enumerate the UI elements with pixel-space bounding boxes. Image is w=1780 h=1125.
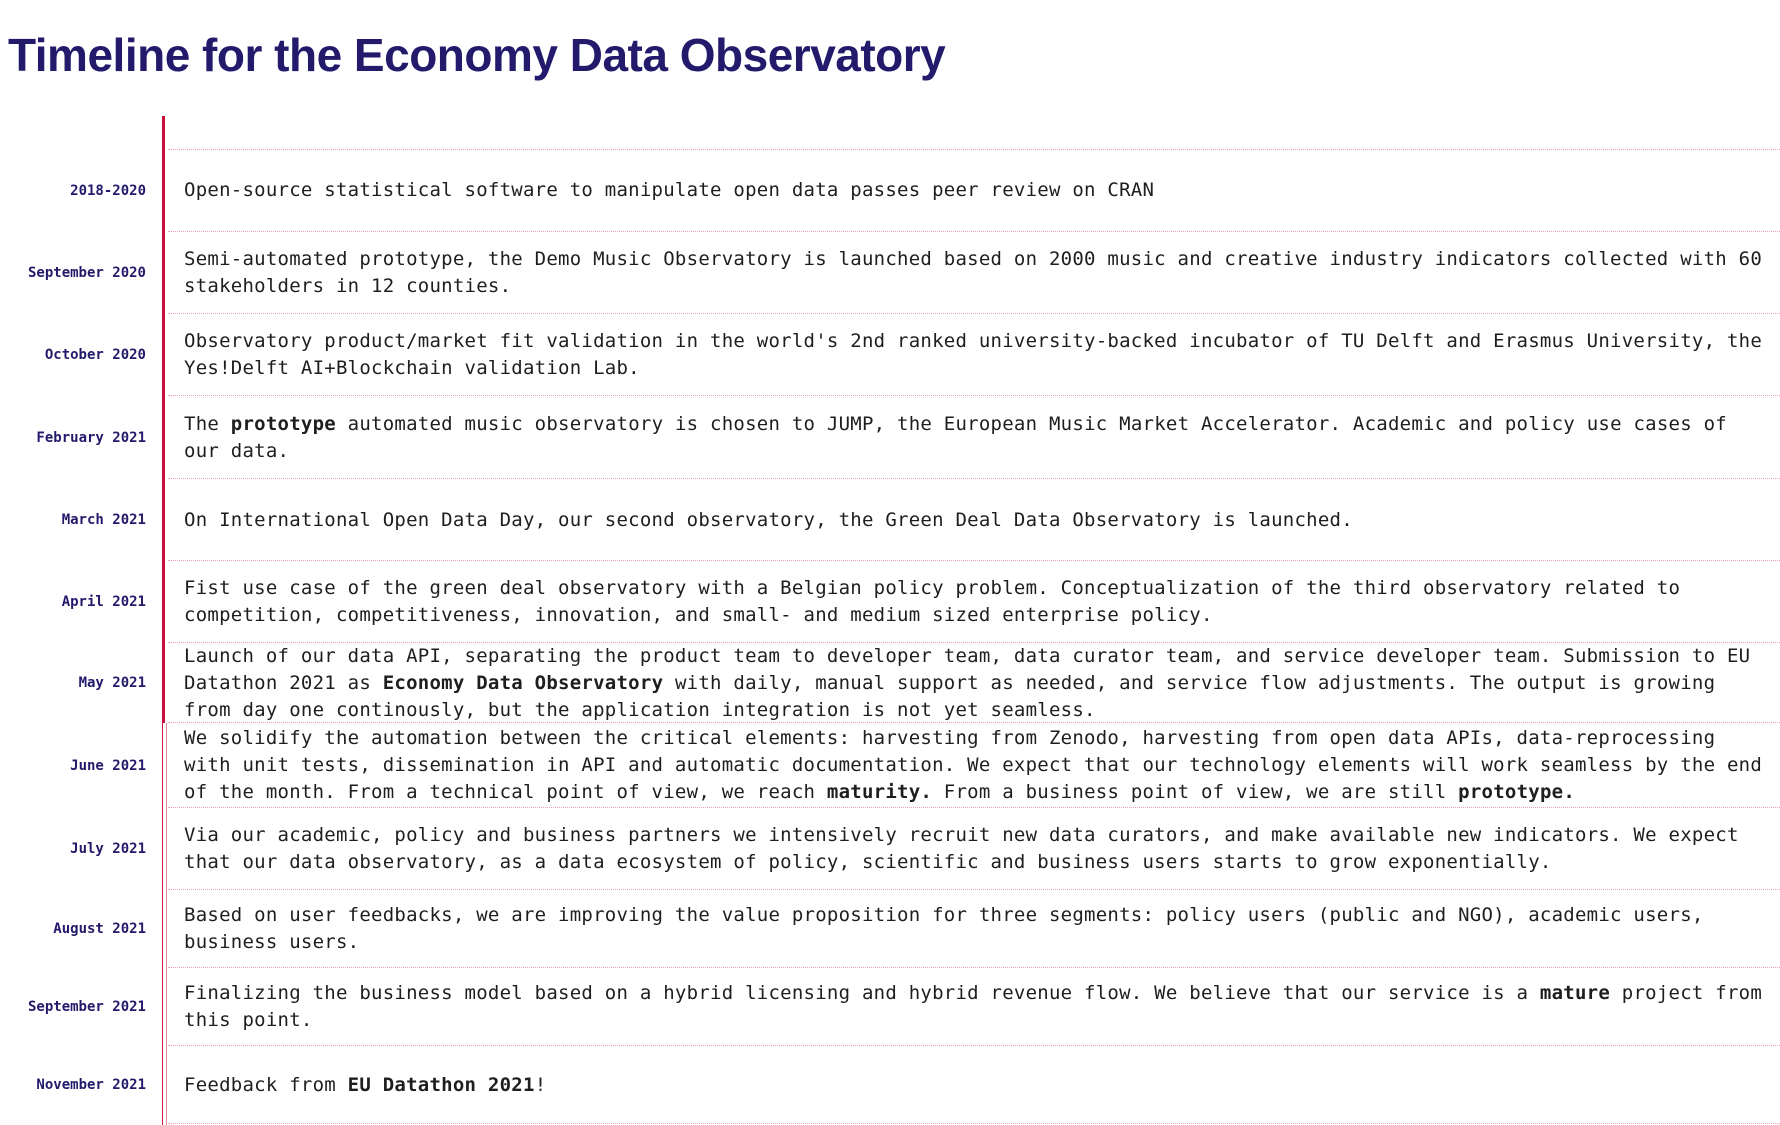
timeline-date: October 2020: [44, 347, 146, 363]
row-divider: [168, 642, 1780, 643]
timeline-axis: [162, 116, 165, 723]
emphasis-text: prototype.: [1458, 781, 1576, 803]
timeline-description: The prototype automated music observator…: [184, 396, 1766, 479]
row-divider: [168, 1045, 1780, 1046]
timeline-description: Launch of our data API, separating the p…: [184, 643, 1766, 723]
row-divider: [168, 313, 1780, 314]
row-divider: [168, 231, 1780, 232]
timeline-row: April 2021 Fist use case of the green dea…: [0, 561, 1780, 643]
row-divider: [168, 478, 1780, 479]
timeline-axis-lower-secondary: [166, 723, 167, 1125]
timeline-description: Via our academic, policy and business pa…: [184, 808, 1766, 890]
description-text: Based on user feedbacks, we are improvin…: [184, 904, 1704, 953]
description-text: Open-source statistical software to mani…: [184, 179, 1155, 201]
emphasis-text: mature: [1539, 982, 1611, 1004]
timeline-date: August 2021: [53, 921, 146, 937]
page-title: Timeline for the Economy Data Observator…: [8, 29, 946, 81]
timeline-row: July 2021 Via our academic, policy and bu…: [0, 808, 1780, 890]
timeline-description: Based on user feedbacks, we are improvin…: [184, 890, 1766, 968]
emphasis-text: prototype: [230, 412, 336, 435]
description-text: Finalizing the business model based on a…: [184, 982, 1540, 1004]
timeline-row: June 2021 We solidify the automation betw…: [0, 723, 1780, 808]
row-divider: [168, 395, 1780, 396]
timeline-date: November 2021: [36, 1077, 146, 1093]
timeline-date: September 2021: [27, 999, 146, 1015]
timeline-description: We solidify the automation between the c…: [184, 723, 1766, 808]
timeline-date: June 2021: [70, 757, 146, 774]
row-divider: [168, 149, 1780, 150]
timeline-description: Finalizing the business model based on a…: [184, 968, 1766, 1046]
description-text: Via our academic, policy and business pa…: [184, 824, 1739, 873]
row-divider: [168, 889, 1780, 890]
timeline-description: Semi-automated prototype, the Demo Music…: [184, 232, 1766, 314]
emphasis-text: Economy Data Observatory: [382, 671, 664, 694]
description-text: Semi-automated prototype, the Demo Music…: [184, 248, 1763, 297]
description-text: The: [184, 412, 231, 435]
timeline-row: August 2021 Based on user feedbacks, we a…: [0, 890, 1780, 968]
timeline-date: 2018-2020: [70, 182, 146, 199]
row-divider: [168, 560, 1780, 561]
timeline-date: September 2020: [27, 265, 146, 281]
row-divider: [168, 1123, 1780, 1124]
description-text: !: [534, 1073, 547, 1096]
timeline-row: March 2021 On International Open Data Day…: [0, 479, 1780, 561]
timeline-description: Open-source statistical software to mani…: [184, 149, 1766, 232]
description-text: automated music observatory is chosen to…: [184, 412, 1727, 462]
description-text: Observatory product/market fit validatio…: [184, 330, 1763, 379]
description-text: Feedback from: [184, 1073, 348, 1096]
timeline-row: October 2020 Observatory product/market f…: [0, 314, 1780, 396]
timeline-row: September 2021 Finalizing the business mo…: [0, 968, 1780, 1046]
description-text: Launch of our data API, separating the p…: [184, 644, 1751, 694]
description-text: Fist use case of the green deal observat…: [184, 577, 1681, 626]
description-text: project from this point.: [184, 982, 1763, 1031]
timeline-row: 2018-2020 Open-source statistical softwar…: [0, 149, 1780, 232]
timeline-date: May 2021: [78, 675, 146, 691]
emphasis-text: EU Datathon 2021: [347, 1073, 535, 1096]
timeline: 2018-2020 Open-source statistical softwar…: [0, 116, 1780, 1125]
timeline-date: April 2021: [61, 594, 146, 610]
timeline-description: Feedback from EU Datathon 2021!: [184, 1046, 1766, 1124]
row-divider: [168, 807, 1780, 808]
description-text: From a business point of view, we are st…: [932, 781, 1459, 803]
timeline-date: March 2021: [61, 512, 146, 528]
timeline-row: September 2020 Semi-automated prototype, …: [0, 232, 1780, 314]
description-text: with daily, manual support as needed, an…: [184, 671, 1716, 721]
timeline-row: February 2021 The prototype automated mus…: [0, 396, 1780, 479]
timeline-description: On International Open Data Day, our seco…: [184, 479, 1766, 561]
emphasis-text: maturity.: [826, 781, 933, 803]
row-divider: [168, 967, 1780, 968]
row-divider: [168, 722, 1780, 723]
timeline-row: May 2021 Launch of our data API, separati…: [0, 643, 1780, 723]
description-text: On International Open Data Day, our seco…: [184, 508, 1353, 531]
timeline-description: Fist use case of the green deal observat…: [184, 561, 1766, 643]
timeline-row: November 2021 Feedback from EU Datathon 2…: [0, 1046, 1780, 1124]
description-text: We solidify the automation between the c…: [184, 727, 1763, 803]
timeline-axis-lower: [162, 723, 163, 1125]
timeline-description: Observatory product/market fit validatio…: [184, 314, 1766, 396]
timeline-date: July 2021: [70, 841, 146, 857]
timeline-date: February 2021: [36, 429, 146, 446]
